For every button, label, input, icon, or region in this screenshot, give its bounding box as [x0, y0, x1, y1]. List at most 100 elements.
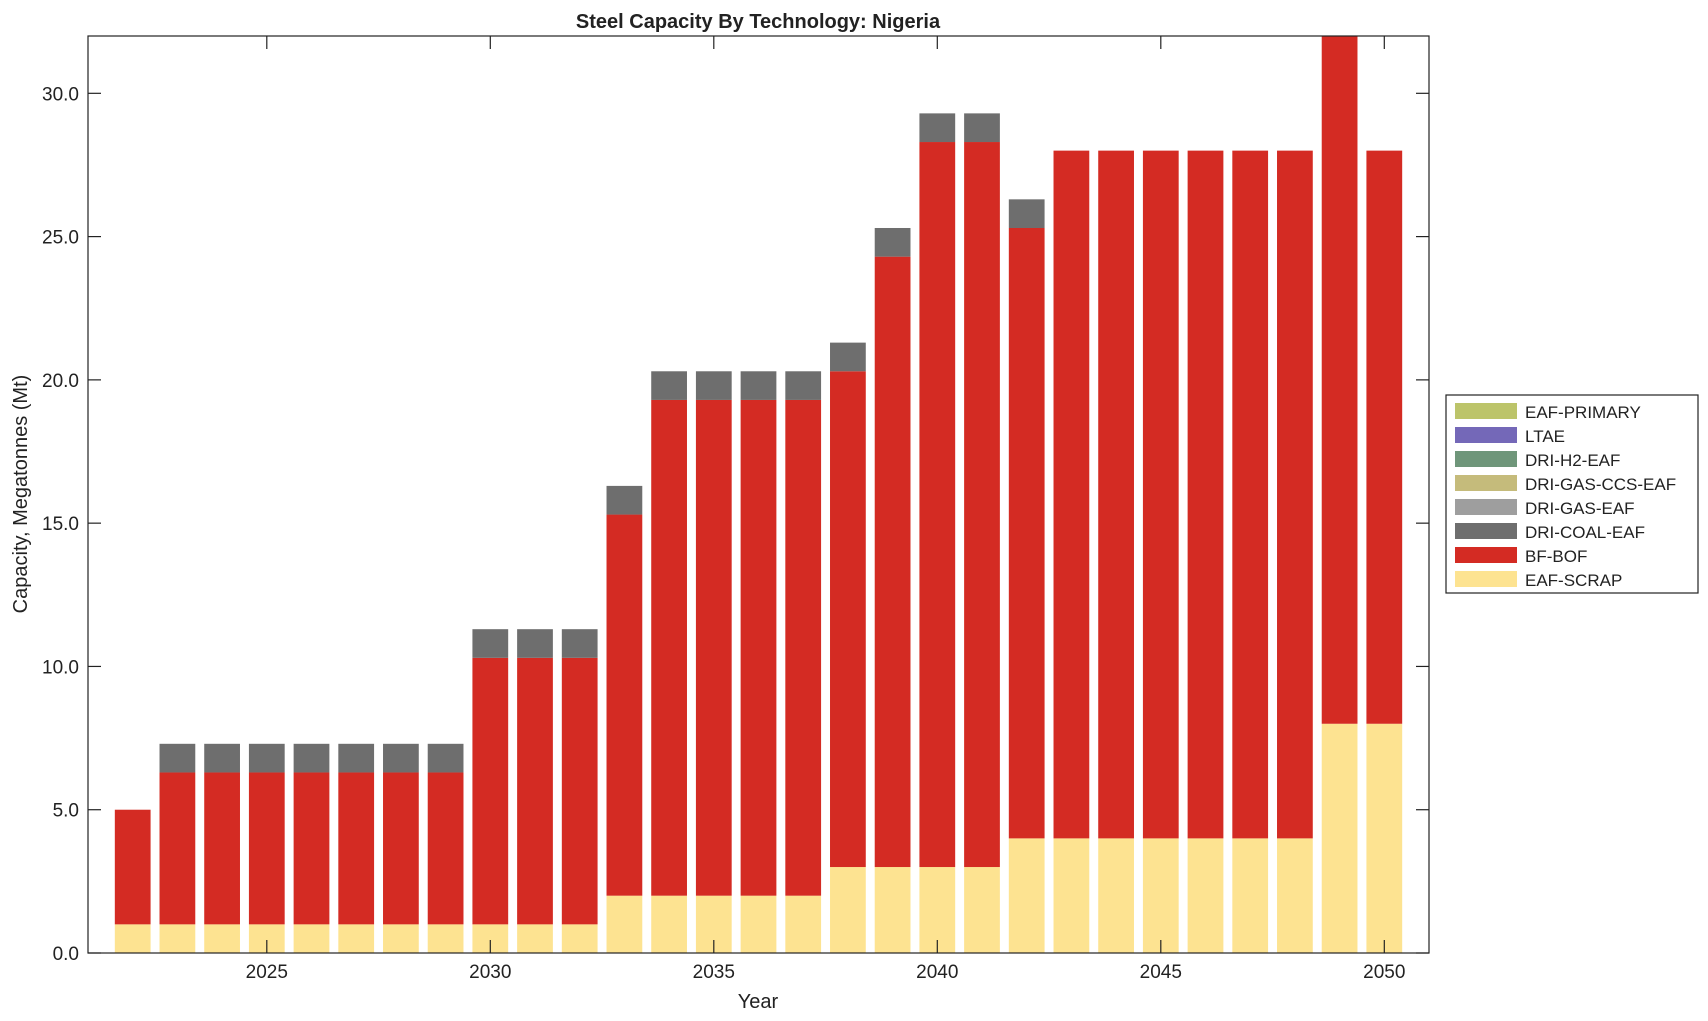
bar-bf-bof-2049	[1321, 36, 1358, 724]
x-axis-label: Year	[738, 991, 779, 1013]
bar-eaf-scrap-2040	[919, 867, 956, 953]
bar-eaf-scrap-2045	[1142, 838, 1179, 953]
bar-eaf-scrap-2039	[874, 867, 911, 953]
bar-dri-coal-eaf-2041	[964, 113, 1000, 143]
bar-eaf-scrap-2022	[114, 924, 151, 953]
x-tick-label: 2045	[1140, 962, 1182, 983]
bar-dri-coal-eaf-2036	[740, 371, 777, 400]
bar-bf-bof-2044	[1098, 150, 1134, 839]
bar-eaf-scrap-2046	[1187, 838, 1224, 953]
bar-dri-coal-eaf-2040	[919, 113, 956, 143]
bar-bf-bof-2023	[159, 772, 196, 925]
bar-eaf-scrap-2029	[427, 924, 464, 953]
bar-bf-bof-2042	[1008, 227, 1045, 839]
legend-swatch-eaf-primary	[1455, 403, 1517, 419]
bar-eaf-scrap-2027	[338, 924, 375, 953]
bar-bf-bof-2028	[383, 772, 419, 925]
legend-label: BF-BOF	[1525, 547, 1587, 566]
bar-bf-bof-2037	[785, 399, 822, 896]
x-tick-label: 2035	[693, 962, 735, 983]
legend-label: DRI-H2-EAF	[1525, 451, 1620, 470]
bar-bf-bof-2046	[1187, 150, 1224, 839]
bar-eaf-scrap-2026	[293, 924, 330, 953]
bar-dri-coal-eaf-2035	[695, 371, 732, 400]
bar-dri-coal-eaf-2028	[383, 743, 419, 773]
bar-bf-bof-2031	[517, 657, 553, 925]
y-tick-label: 0.0	[53, 944, 79, 965]
bar-dri-coal-eaf-2037	[785, 371, 822, 400]
legend-swatch-dri-coal-eaf	[1455, 523, 1517, 539]
bar-dri-coal-eaf-2024	[204, 743, 240, 773]
bar-eaf-scrap-2033	[606, 895, 643, 953]
bar-bf-bof-2047	[1232, 150, 1269, 839]
bar-bf-bof-2030	[472, 657, 509, 925]
y-tick-label: 5.0	[53, 801, 79, 822]
legend-swatch-eaf-scrap	[1455, 571, 1517, 587]
plot-frame	[87, 35, 1430, 954]
legend-label: DRI-GAS-CCS-EAF	[1525, 475, 1676, 494]
bar-eaf-scrap-2037	[785, 895, 822, 953]
legend-label: DRI-GAS-EAF	[1525, 499, 1635, 518]
bar-dri-coal-eaf-2023	[159, 743, 196, 773]
x-tick-label: 2030	[469, 962, 511, 983]
bar-eaf-scrap-2041	[964, 867, 1000, 953]
bar-bf-bof-2032	[561, 657, 598, 925]
bar-dri-coal-eaf-2031	[517, 629, 553, 658]
y-axis-label: Capacity, Megatonnes (Mt)	[10, 375, 32, 614]
legend: EAF-PRIMARY LTAE DRI-H2-EAF DRI-GAS-CCS-EAF…	[1445, 394, 1699, 594]
bar-eaf-scrap-2047	[1232, 838, 1269, 953]
bar-eaf-scrap-2031	[517, 924, 553, 953]
bar-bf-bof-2033	[606, 514, 643, 896]
legend-label: LTAE	[1525, 427, 1565, 446]
bar-eaf-scrap-2036	[740, 895, 777, 953]
x-tick-label: 2050	[1363, 962, 1405, 983]
bar-eaf-scrap-2043	[1053, 838, 1090, 953]
legend-swatch-dri-h2-eaf	[1455, 451, 1517, 467]
legend-label: DRI-COAL-EAF	[1525, 523, 1645, 542]
x-tick-label: 2040	[916, 962, 958, 983]
bar-dri-coal-eaf-2042	[1008, 199, 1045, 228]
chart-title: Steel Capacity By Technology: Nigeria	[576, 11, 941, 33]
bar-bf-bof-2025	[248, 772, 285, 925]
bar-bf-bof-2039	[874, 256, 911, 868]
bar-dri-coal-eaf-2030	[472, 629, 509, 658]
bar-eaf-scrap-2034	[651, 895, 687, 953]
bar-bf-bof-2036	[740, 399, 777, 896]
bar-eaf-scrap-2023	[159, 924, 196, 953]
bar-dri-coal-eaf-2025	[248, 743, 285, 773]
bar-bf-bof-2026	[293, 772, 330, 925]
y-tick-label: 30.0	[42, 84, 79, 105]
bar-bf-bof-2038	[830, 371, 866, 868]
bar-dri-coal-eaf-2039	[874, 227, 911, 257]
bar-bf-bof-2045	[1142, 150, 1179, 839]
bar-bf-bof-2041	[964, 142, 1000, 868]
y-tick-label: 15.0	[42, 514, 79, 535]
bar-bf-bof-2024	[204, 772, 240, 925]
bar-bf-bof-2034	[651, 399, 687, 896]
bar-bf-bof-2048	[1277, 150, 1313, 839]
legend-swatch-bf-bof	[1455, 547, 1517, 563]
bar-dri-coal-eaf-2033	[606, 485, 643, 515]
bar-bf-bof-2035	[695, 399, 732, 896]
legend-swatch-ltae	[1455, 427, 1517, 443]
bar-eaf-scrap-2024	[204, 924, 240, 953]
bar-bf-bof-2050	[1366, 150, 1403, 724]
bar-eaf-scrap-2038	[830, 867, 866, 953]
x-tick-label: 2025	[246, 962, 288, 983]
bar-eaf-scrap-2048	[1277, 838, 1313, 953]
legend-label: EAF-PRIMARY	[1525, 403, 1641, 422]
bar-bf-bof-2027	[338, 772, 375, 925]
y-tick-label: 25.0	[42, 228, 79, 249]
y-tick-label: 20.0	[42, 371, 79, 392]
bar-bf-bof-2043	[1053, 150, 1090, 839]
bar-dri-coal-eaf-2029	[427, 743, 464, 773]
legend-swatch-dri-gas-ccs-eaf	[1455, 475, 1517, 491]
bar-eaf-scrap-2050	[1366, 723, 1403, 953]
legend-swatch-dri-gas-eaf	[1455, 499, 1517, 515]
bar-bf-bof-2022	[114, 809, 151, 925]
bar-dri-coal-eaf-2026	[293, 743, 330, 773]
y-tick-label: 10.0	[42, 657, 79, 678]
bar-eaf-scrap-2049	[1321, 723, 1358, 953]
bar-eaf-scrap-2032	[561, 924, 598, 953]
